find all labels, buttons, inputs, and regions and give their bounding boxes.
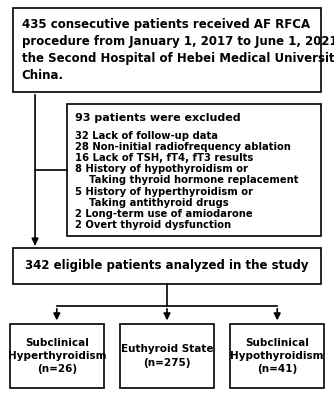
Text: 5 History of hyperthyroidism or: 5 History of hyperthyroidism or [75,187,253,197]
Text: 16 Lack of TSH, fT4, fT3 results: 16 Lack of TSH, fT4, fT3 results [75,153,254,163]
Text: 342 eligible patients analyzed in the study: 342 eligible patients analyzed in the st… [25,260,309,272]
Text: Taking thyroid hormone replacement: Taking thyroid hormone replacement [75,176,299,186]
Bar [13,8,321,92]
Text: Subclinical
Hypothyroidism
(n=41): Subclinical Hypothyroidism (n=41) [230,338,324,374]
Bar [67,104,321,236]
Text: Subclinical
Hyperthyroidism
(n=26): Subclinical Hyperthyroidism (n=26) [8,338,106,374]
Text: 435 consecutive patients received AF RFCA
procedure from January 1, 2017 to June: 435 consecutive patients received AF RFC… [22,18,334,82]
Bar [120,324,214,388]
Text: 32 Lack of follow-up data: 32 Lack of follow-up data [75,131,218,141]
Text: Euthyroid State
(n=275): Euthyroid State (n=275) [121,344,213,368]
Bar [13,248,321,284]
Text: 93 patients were excluded: 93 patients were excluded [75,113,241,123]
Bar [230,324,324,388]
Bar [10,324,104,388]
Text: 2 Long-term use of amiodarone: 2 Long-term use of amiodarone [75,209,253,219]
Text: 28 Non-initial radiofrequency ablation: 28 Non-initial radiofrequency ablation [75,142,291,152]
Text: 8 History of hypothyroidism or: 8 History of hypothyroidism or [75,164,248,174]
Text: 2 Overt thyroid dysfunction: 2 Overt thyroid dysfunction [75,220,231,230]
Text: Taking antithyroid drugs: Taking antithyroid drugs [75,198,229,208]
